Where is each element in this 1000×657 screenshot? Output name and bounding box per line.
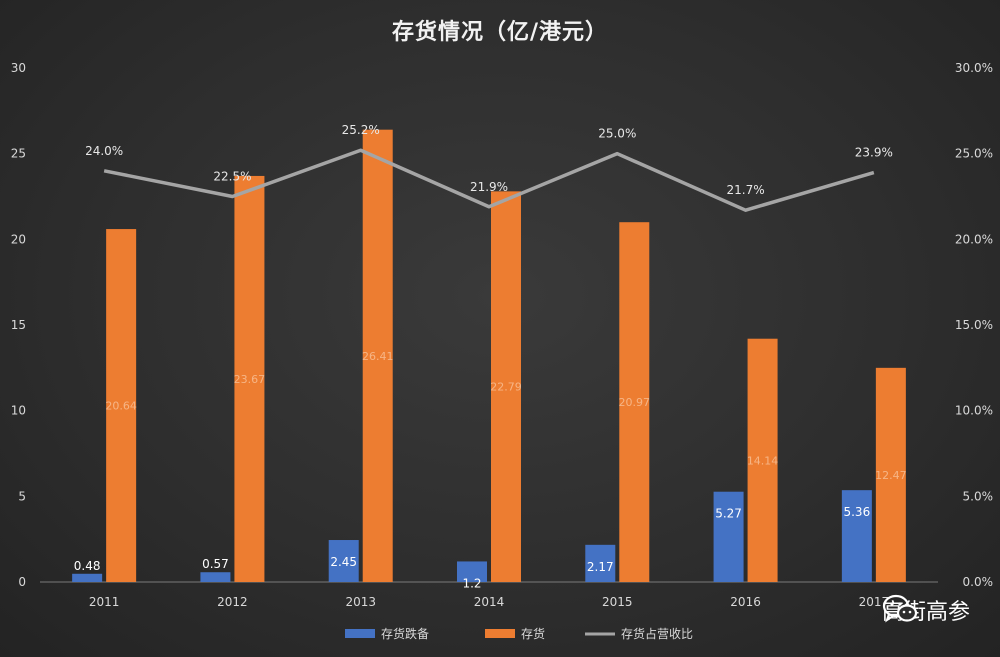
y-left-tick-label: 15: [11, 318, 26, 332]
data-label-inventory: 20.64: [105, 400, 137, 413]
bar-inventory: [362, 129, 393, 582]
data-label-inventory-provision: 0.57: [202, 557, 229, 571]
y-right-tick-label: 10.0%: [955, 404, 993, 418]
bar-inventory-provision: [72, 573, 103, 582]
data-label-inventory: 12.47: [875, 469, 907, 482]
bar-inventory: [747, 338, 778, 582]
chart-title: 存货情况（亿/港元）: [391, 20, 609, 45]
data-label-inventory-provision: 0.48: [74, 559, 101, 573]
bar-inventory-provision: [200, 572, 231, 582]
bar-inventory-provision: [328, 540, 359, 582]
x-tick-label: 2011: [89, 595, 120, 609]
data-label-inventory: 22.79: [490, 381, 522, 394]
data-label-ratio: 22.5%: [213, 170, 251, 184]
data-label-ratio: 25.2%: [342, 123, 380, 137]
y-right-tick-label: 25.0%: [955, 147, 993, 161]
data-label-ratio: 23.9%: [855, 146, 893, 160]
y-left-tick-label: 0: [18, 575, 26, 589]
legend-label: 存货占营收比: [621, 626, 693, 641]
data-label-ratio: 24.0%: [85, 144, 123, 158]
bar-inventory: [106, 229, 137, 582]
x-tick-label: 2013: [345, 595, 376, 609]
x-tick-label: 2016: [730, 595, 761, 609]
bar-inventory-provision: [585, 544, 616, 582]
data-label-inventory: 26.41: [362, 350, 394, 363]
data-label-inventory-provision: 2.45: [330, 555, 357, 569]
x-tick-label: 2015: [602, 595, 633, 609]
y-left-tick-label: 25: [11, 147, 26, 161]
data-label-inventory-provision: 5.27: [715, 507, 742, 521]
data-label-inventory-provision: 5.36: [843, 505, 870, 519]
x-tick-label: 2012: [217, 595, 248, 609]
bar-inventory: [875, 367, 906, 582]
watermark-text: 高街高参: [881, 600, 970, 625]
y-right-tick-label: 20.0%: [955, 232, 993, 246]
data-label-inventory: 23.67: [234, 373, 266, 386]
legend-swatch: [345, 629, 375, 638]
wechat-icon: [882, 594, 918, 623]
data-label-inventory-provision: 1.2: [462, 576, 481, 590]
legend-label: 存货跌备: [381, 626, 429, 641]
data-label-inventory-provision: 2.17: [587, 560, 614, 574]
data-label-ratio: 25.0%: [598, 127, 636, 141]
bar-inventory-provision: [841, 490, 872, 582]
data-label-ratio: 21.9%: [470, 180, 508, 194]
line-inventory-to-revenue-ratio: [103, 148, 875, 212]
data-label-inventory: 14.14: [747, 454, 779, 467]
y-right-tick-label: 15.0%: [955, 318, 993, 332]
legend-swatch: [485, 629, 515, 638]
bar-inventory-provision: [713, 491, 744, 582]
y-right-tick-label: 0.0%: [963, 575, 994, 589]
x-tick-label: 2014: [474, 595, 505, 609]
data-label-inventory: 20.97: [619, 396, 651, 409]
legend-label: 存货: [521, 626, 545, 641]
y-right-tick-label: 30.0%: [955, 61, 993, 75]
data-label-ratio: 21.7%: [727, 183, 765, 197]
y-left-tick-label: 10: [11, 404, 26, 418]
x-tick-label: 2017: [859, 595, 890, 609]
bar-inventory: [619, 222, 650, 582]
y-left-tick-label: 20: [11, 232, 26, 246]
bar-inventory-provision: [457, 561, 487, 582]
y-left-tick-label: 5: [18, 489, 26, 503]
y-right-tick-label: 5.0%: [963, 489, 994, 503]
bar-inventory: [234, 175, 265, 582]
y-left-tick-label: 30: [11, 61, 26, 75]
bar-inventory: [491, 191, 521, 583]
watermark: 高街高参: [882, 594, 970, 626]
